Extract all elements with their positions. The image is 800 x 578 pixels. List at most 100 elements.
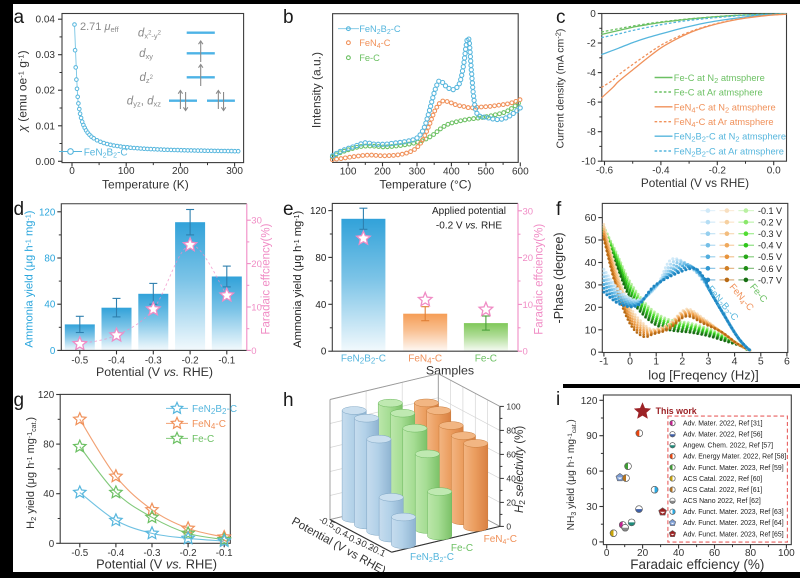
svg-text:0: 0 — [590, 347, 596, 359]
svg-text:-4: -4 — [587, 68, 596, 79]
svg-text:-8: -8 — [587, 127, 596, 138]
svg-text:0: 0 — [251, 346, 256, 357]
svg-text:-0.2 V vs. RHE: -0.2 V vs. RHE — [436, 221, 502, 232]
svg-text:4: 4 — [732, 356, 738, 368]
svg-text:-0.4 V: -0.4 V — [758, 241, 782, 251]
svg-text:NH3 yield (μg h-1 mg-1cat.): NH3 yield (μg h-1 mg-1cat.) — [566, 419, 578, 530]
svg-text:-0.4: -0.4 — [108, 355, 125, 366]
svg-text:6: 6 — [784, 356, 790, 368]
svg-text:FeN2B2-C: FeN2B2-C — [192, 404, 237, 416]
svg-text:20: 20 — [506, 497, 516, 507]
svg-text:1: 1 — [653, 356, 659, 368]
svg-text:3: 3 — [705, 356, 711, 368]
svg-text:0.00: 0.00 — [36, 157, 56, 168]
svg-text:2.71 μeff: 2.71 μeff — [80, 21, 120, 34]
svg-text:10: 10 — [585, 324, 597, 336]
svg-text:-0.3: -0.3 — [145, 355, 162, 366]
svg-text:120: 120 — [39, 207, 56, 218]
svg-text:0: 0 — [506, 521, 511, 531]
svg-text:80: 80 — [506, 425, 516, 435]
svg-text:30: 30 — [523, 206, 534, 217]
svg-text:ACS Catal. 2022, Ref [61]: ACS Catal. 2022, Ref [61] — [683, 487, 762, 494]
svg-text:Faradaic effciency (%): Faradaic effciency (%) — [630, 557, 764, 572]
svg-text:-0.2: -0.2 — [182, 355, 199, 366]
svg-text:80: 80 — [315, 253, 326, 264]
svg-text:FeN4-C at N2 atmsphere: FeN4-C at N2 atmsphere — [674, 102, 776, 114]
svg-text:0: 0 — [590, 9, 596, 20]
svg-text:FeN2B2-C: FeN2B2-C — [341, 354, 386, 366]
svg-text:-0.3 V: -0.3 V — [758, 229, 782, 239]
svg-text:20: 20 — [637, 548, 649, 559]
svg-text:-0.2: -0.2 — [709, 165, 727, 176]
svg-text:30: 30 — [586, 502, 598, 513]
svg-text:-0.1: -0.1 — [368, 543, 387, 559]
svg-text:-0.2: -0.2 — [180, 548, 197, 559]
svg-text:80: 80 — [745, 548, 757, 559]
svg-text:0: 0 — [69, 166, 75, 177]
svg-text:40: 40 — [585, 257, 597, 269]
svg-text:80: 80 — [44, 254, 55, 265]
svg-text:-0.5: -0.5 — [71, 355, 88, 366]
svg-text:Temperature (°C): Temperature (°C) — [379, 177, 471, 191]
svg-text:Ammonia yield (μg h-1 mg-1): Ammonia yield (μg h-1 mg-1) — [24, 210, 36, 347]
svg-text:100: 100 — [340, 167, 357, 178]
svg-text:-1: -1 — [599, 356, 608, 368]
svg-text:100: 100 — [506, 401, 520, 411]
svg-text:FeN4-C: FeN4-C — [359, 38, 391, 50]
svg-text:10: 10 — [523, 300, 534, 311]
svg-text:50: 50 — [585, 235, 597, 247]
svg-text:30: 30 — [585, 279, 597, 291]
svg-text:H2 selectivity (%): H2 selectivity (%) — [514, 426, 527, 513]
svg-text:200: 200 — [374, 167, 391, 178]
svg-text:-0.2 V: -0.2 V — [758, 218, 782, 228]
svg-text:FeN2B2-C: FeN2B2-C — [84, 148, 128, 160]
svg-text:-0.7 V: -0.7 V — [758, 275, 782, 285]
svg-text:-6: -6 — [587, 98, 596, 109]
svg-text:FeN2B2-C: FeN2B2-C — [359, 24, 401, 36]
svg-text:0: 0 — [592, 537, 598, 548]
svg-text:FeN4-C at Ar atmsphere: FeN4-C at Ar atmsphere — [674, 117, 774, 129]
svg-text:20: 20 — [251, 259, 262, 270]
svg-text:-0.1: -0.1 — [216, 548, 233, 559]
svg-text:FeN2B2-C: FeN2B2-C — [410, 552, 454, 564]
svg-text:This work: This work — [656, 406, 697, 416]
svg-text:Angew. Chem. 2022, Ref [57]: Angew. Chem. 2022, Ref [57] — [683, 443, 773, 450]
svg-text:Potential (V vs RHE): Potential (V vs RHE) — [641, 176, 749, 190]
svg-text:χ (emu oe-1 g-1): χ (emu oe-1 g-1) — [15, 50, 29, 132]
svg-text:60: 60 — [709, 548, 721, 559]
svg-text:Applied potential: Applied potential — [432, 206, 506, 217]
svg-text:20: 20 — [585, 302, 597, 314]
svg-text:0: 0 — [50, 346, 56, 357]
svg-text:40: 40 — [506, 473, 516, 483]
svg-text:60: 60 — [586, 467, 598, 478]
svg-text:-Phase (degree): -Phase (degree) — [552, 232, 566, 323]
svg-text:-10: -10 — [581, 157, 596, 168]
svg-text:0.02: 0.02 — [36, 86, 56, 97]
svg-text:Fe-C at Ar atmsphere: Fe-C at Ar atmsphere — [674, 88, 763, 98]
svg-text:40: 40 — [673, 548, 685, 559]
svg-text:100: 100 — [118, 166, 135, 177]
svg-text:H2 yield (μg h-1 mg-1cat.): H2 yield (μg h-1 mg-1cat.) — [25, 417, 38, 529]
svg-text:0: 0 — [523, 347, 528, 358]
svg-text:600: 600 — [512, 167, 529, 178]
svg-text:300: 300 — [226, 166, 243, 177]
svg-text:-0.1 V: -0.1 V — [758, 206, 782, 216]
svg-text:Fe-C: Fe-C — [359, 53, 380, 63]
svg-text:300: 300 — [409, 167, 426, 178]
svg-text:Faradaic effciency(%): Faradaic effciency(%) — [261, 223, 273, 334]
svg-text:ACS Nano 2022, Ref [62]: ACS Nano 2022, Ref [62] — [683, 498, 761, 505]
svg-text:-0.6: -0.6 — [596, 165, 614, 176]
svg-text:dxy: dxy — [139, 48, 153, 61]
svg-text:log [Freqency (Hz)]: log [Freqency (Hz)] — [648, 368, 759, 383]
svg-text:FeN4-C: FeN4-C — [192, 419, 226, 431]
svg-text:Potential (V vs. RHE): Potential (V vs. RHE) — [96, 557, 217, 572]
svg-text:120: 120 — [310, 206, 327, 217]
svg-text:500: 500 — [478, 167, 495, 178]
svg-text:0.04: 0.04 — [36, 15, 56, 26]
svg-text:-2: -2 — [587, 39, 596, 50]
svg-text:-0.6 V: -0.6 V — [758, 264, 782, 274]
svg-text:120: 120 — [38, 390, 55, 401]
svg-text:Intensity (a.u.): Intensity (a.u.) — [309, 52, 323, 128]
svg-text:200: 200 — [172, 166, 189, 177]
svg-text:40: 40 — [44, 300, 55, 311]
